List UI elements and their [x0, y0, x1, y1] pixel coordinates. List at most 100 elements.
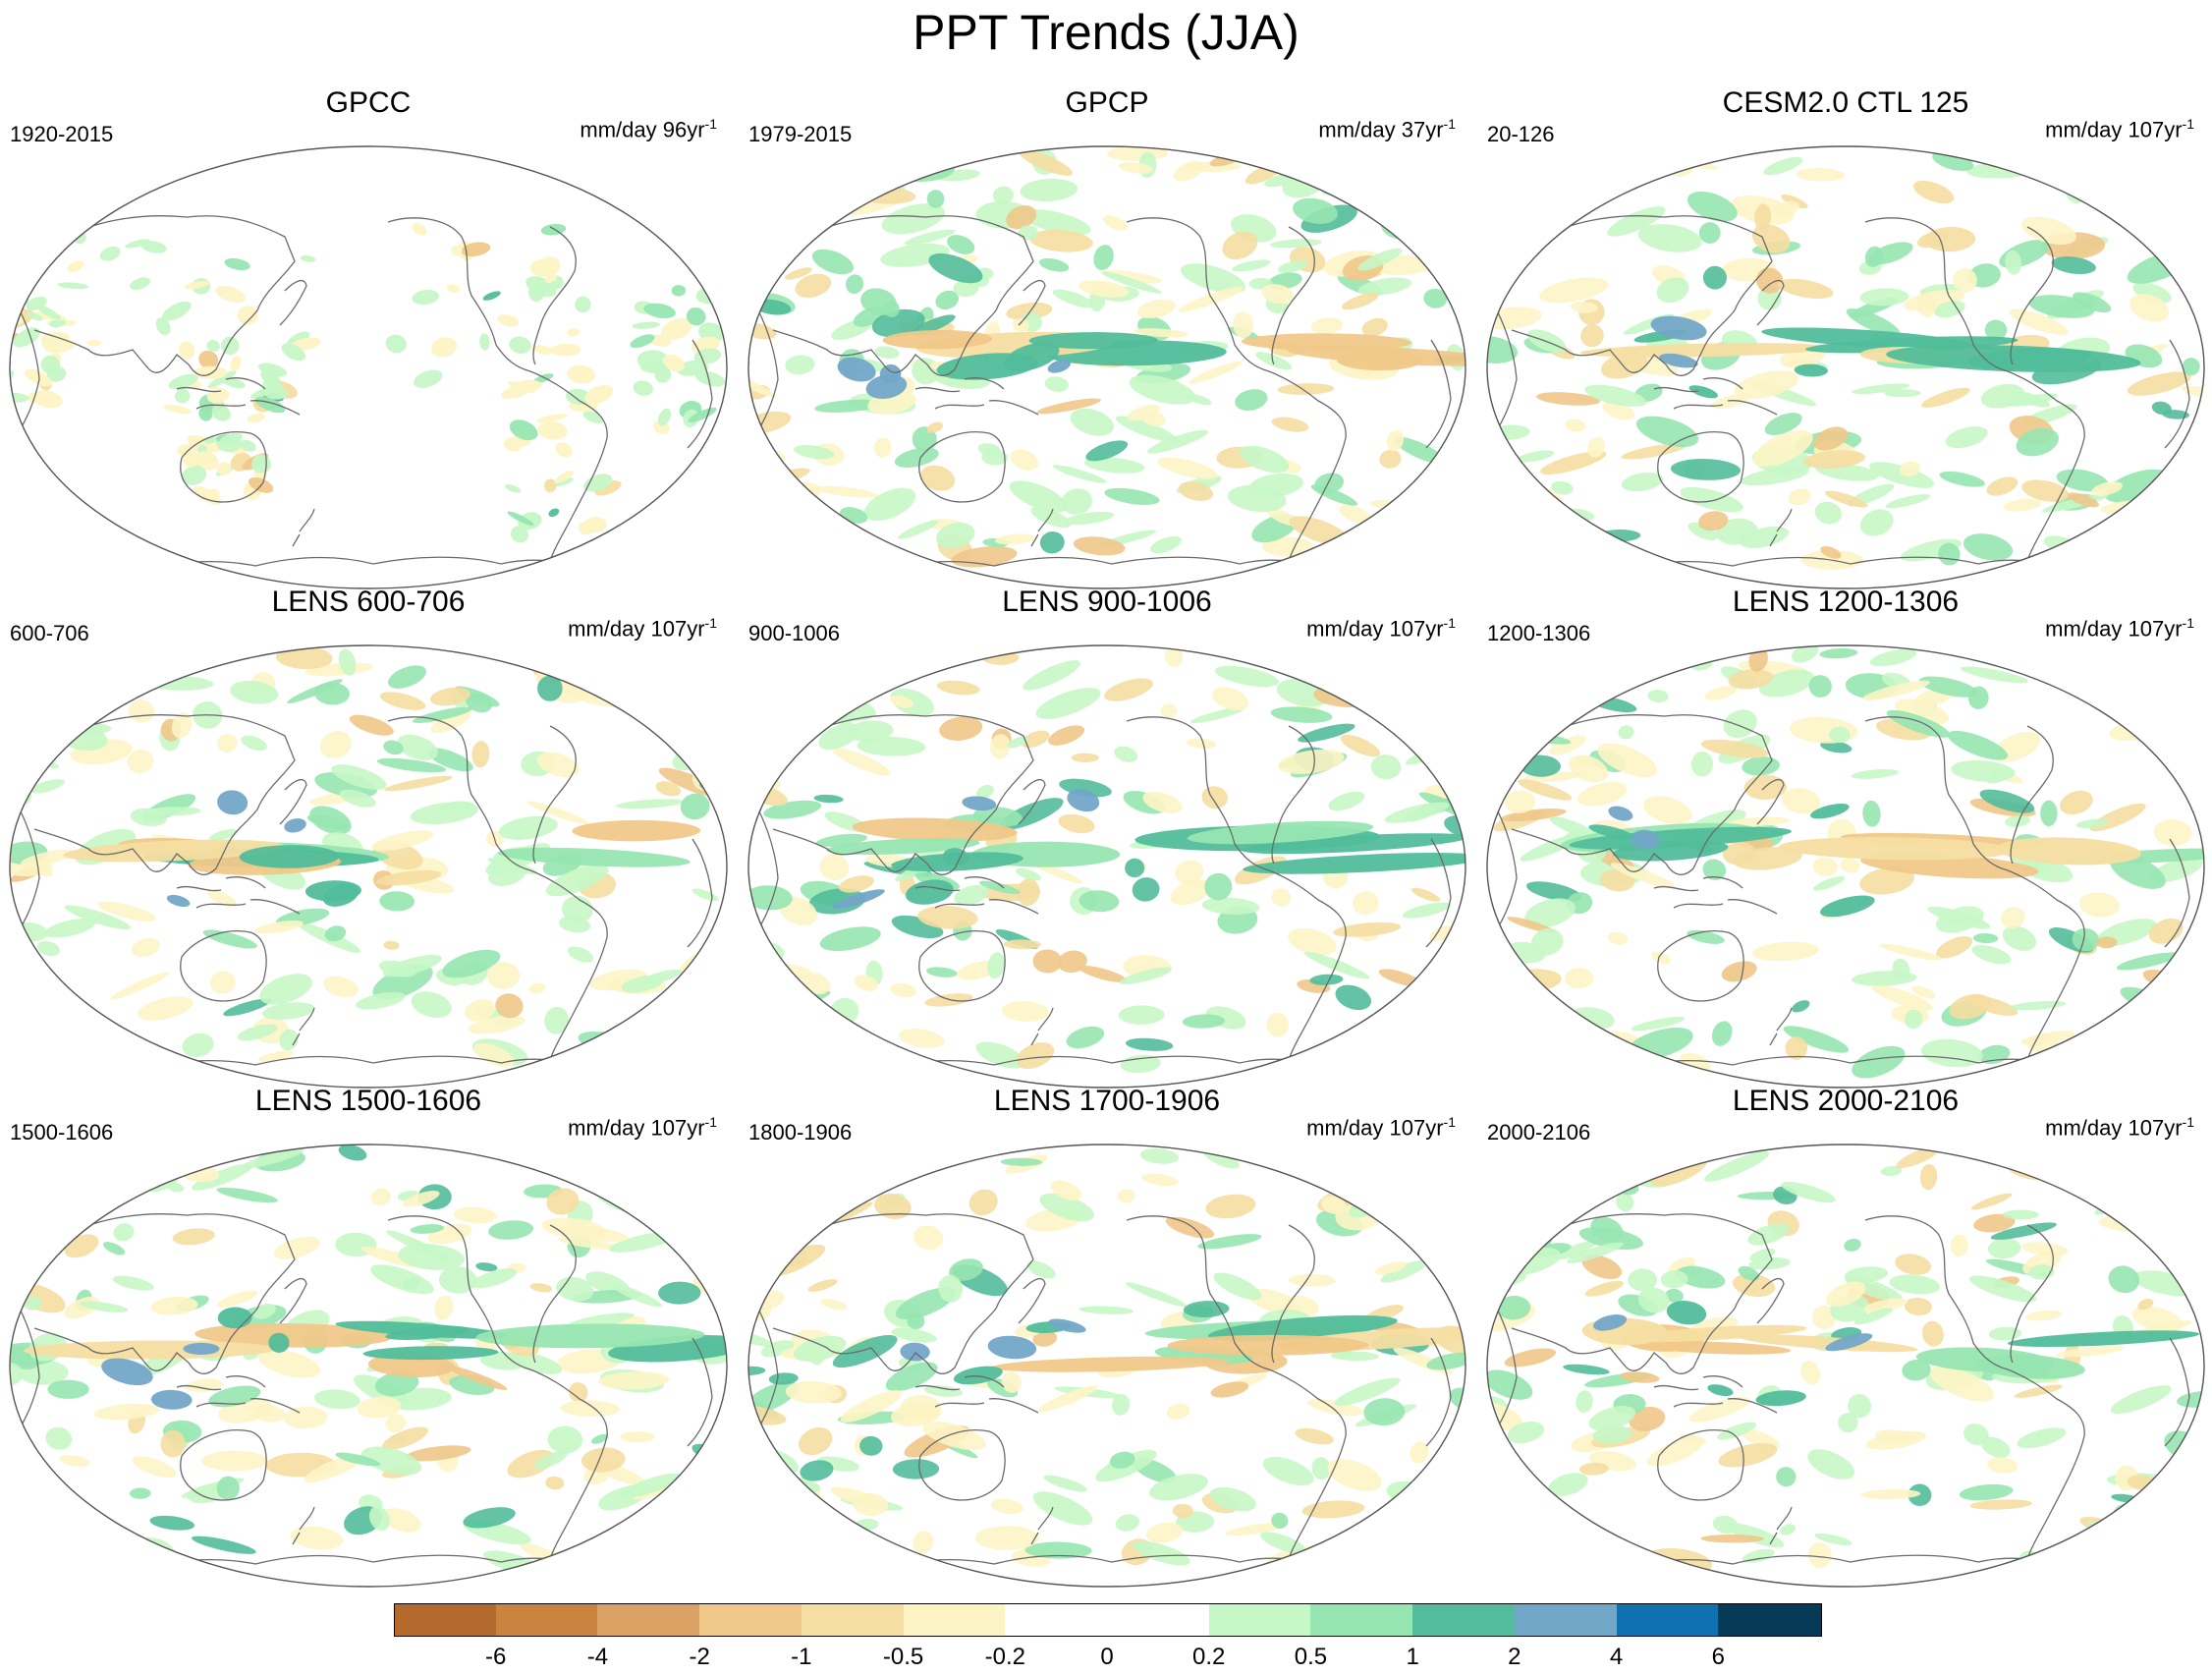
panel-units: mm/day 107yr-1: [568, 1114, 717, 1141]
panel-period: 2000-2106: [1487, 1120, 1591, 1145]
panel-units: mm/day 107yr-1: [568, 615, 717, 642]
precip-trend-field: [9, 145, 728, 589]
robinson-map: [0, 143, 737, 595]
panel-units-text: mm/day 37yr: [1318, 117, 1444, 142]
panel-units-exponent: -1: [704, 116, 717, 132]
map-panel: GPCP 1979-2015 mm/day 37yr-1: [739, 86, 1475, 597]
panel-period: 1979-2015: [748, 122, 853, 146]
map-panel: LENS 600-706 600-706 mm/day 107yr-1: [0, 586, 737, 1096]
panel-period: 900-1006: [748, 621, 840, 645]
map-panel: LENS 1700-1906 1800-1906 mm/day 107yr-1: [739, 1085, 1475, 1595]
map-panel: LENS 1200-1306 1200-1306 mm/day 107yr-1: [1477, 586, 2212, 1096]
panel-units: mm/day 107yr-1: [1306, 1114, 1456, 1141]
colorbar-cell: [903, 1603, 1006, 1637]
colorbar-cell: [495, 1603, 599, 1637]
colorbar-cell: [699, 1603, 802, 1637]
colorbar-tick-label: 4: [1609, 1644, 1624, 1670]
colorbar-tick-label: 2: [1508, 1644, 1521, 1670]
colorbar-cell: [1514, 1603, 1618, 1637]
panel-title: GPCP: [1065, 86, 1149, 119]
panel-units-exponent: -1: [2182, 1114, 2194, 1130]
panel-units-text: mm/day 107yr: [568, 616, 705, 642]
colorbar-cell: [394, 1603, 497, 1637]
robinson-map: [1477, 1142, 2212, 1593]
robinson-map: [739, 143, 1475, 595]
figure-title: PPT Trends (JJA): [912, 5, 1300, 60]
robinson-map: [0, 642, 737, 1094]
colorbar-frame: [394, 1603, 1822, 1637]
panel-period: 1500-1606: [10, 1120, 114, 1145]
panel-units-exponent: -1: [704, 1114, 717, 1130]
colorbar-cell: [1310, 1603, 1413, 1637]
robinson-map: [1477, 642, 2212, 1094]
precip-trend-field: [9, 1144, 728, 1588]
panel-period: 1800-1906: [748, 1120, 853, 1145]
panel-units-exponent: -1: [1443, 116, 1456, 132]
colorbar-cell: [1005, 1603, 1108, 1637]
colorbar-tick-label: -1: [791, 1644, 812, 1670]
precip-trend-field: [9, 644, 728, 1089]
map-panel: LENS 900-1006 900-1006 mm/day 107yr-1: [739, 586, 1475, 1096]
panel-units-text: mm/day 107yr: [1306, 1115, 1444, 1141]
panel-units-text: mm/day 96yr: [580, 117, 705, 142]
precip-trend-field: [1486, 644, 2205, 1089]
panel-units-text: mm/day 107yr: [2045, 616, 2183, 642]
colorbar-tick-label: 1: [1406, 1644, 1419, 1670]
colorbar-cell: [597, 1603, 700, 1637]
colorbar-tick-label: 0.5: [1294, 1644, 1328, 1670]
panel-units: mm/day 107yr-1: [2045, 116, 2194, 142]
robinson-map: [739, 642, 1475, 1094]
panel-period: 1920-2015: [10, 122, 114, 146]
panel-units-exponent: -1: [1443, 1114, 1456, 1130]
map-panel: LENS 2000-2106 2000-2106 mm/day 107yr-1: [1477, 1085, 2212, 1595]
panel-units-text: mm/day 107yr: [2045, 1115, 2183, 1141]
colorbar-tick-label: -0.2: [984, 1644, 1025, 1670]
map-panel: LENS 1500-1606 1500-1606 mm/day 107yr-1: [0, 1085, 737, 1595]
panel-period: 20-126: [1487, 122, 1555, 146]
robinson-map: [1477, 143, 2212, 595]
colorbar-tick-label: 0.2: [1192, 1644, 1226, 1670]
panel-title: GPCC: [325, 86, 412, 119]
precip-trend-field: [747, 145, 1466, 589]
colorbar-tick-label: -2: [689, 1644, 710, 1670]
panel-units-exponent: -1: [2182, 116, 2194, 132]
panel-period: 1200-1306: [1487, 621, 1591, 645]
precip-trend-field: [1486, 1144, 2205, 1588]
panel-units: mm/day 107yr-1: [1306, 615, 1456, 642]
panel-units-exponent: -1: [2182, 615, 2194, 631]
precip-trend-field: [1486, 145, 2205, 589]
panel-title: LENS 1200-1306: [1732, 586, 1960, 618]
colorbar-tick-label: 6: [1711, 1644, 1725, 1670]
colorbar-cell: [801, 1603, 905, 1637]
panel-title: CESM2.0 CTL 125: [1722, 86, 1969, 119]
precip-trend-field: [747, 1144, 1466, 1588]
map-panel: GPCC 1920-2015 mm/day 96yr-1: [0, 86, 737, 597]
panel-title: LENS 900-1006: [1002, 586, 1212, 618]
colorbar-cell: [1718, 1603, 1821, 1637]
colorbar-cell: [1107, 1603, 1210, 1637]
colorbar-tick-label: -4: [586, 1644, 609, 1670]
colorbar-cell: [1208, 1603, 1312, 1637]
panel-period: 600-706: [10, 621, 89, 645]
colorbar: [394, 1603, 1822, 1637]
colorbar-tick-label: -6: [485, 1644, 507, 1670]
panel-units-exponent: -1: [704, 615, 717, 631]
panel-units: mm/day 37yr-1: [1318, 116, 1456, 142]
precip-trend-field: [747, 644, 1466, 1089]
panel-units: mm/day 107yr-1: [2045, 1114, 2194, 1141]
colorbar-tick-label: -0.5: [882, 1644, 924, 1670]
robinson-map: [739, 1142, 1475, 1593]
panel-title: LENS 1700-1906: [993, 1085, 1221, 1117]
colorbar-tick-label: 0: [1100, 1644, 1114, 1670]
panel-title: LENS 2000-2106: [1732, 1085, 1960, 1117]
colorbar-cell: [1412, 1603, 1516, 1637]
robinson-map: [0, 1142, 737, 1593]
panel-units: mm/day 107yr-1: [2045, 615, 2194, 642]
panel-units-text: mm/day 107yr: [2045, 117, 2183, 142]
panel-title: LENS 1500-1606: [254, 1085, 482, 1117]
panel-title: LENS 600-706: [271, 586, 466, 618]
colorbar-cell: [1616, 1603, 1719, 1637]
map-panel: CESM2.0 CTL 125 20-126 mm/day 107yr-1: [1477, 86, 2212, 597]
panel-units-text: mm/day 107yr: [1306, 616, 1444, 642]
panel-units-exponent: -1: [1443, 615, 1456, 631]
